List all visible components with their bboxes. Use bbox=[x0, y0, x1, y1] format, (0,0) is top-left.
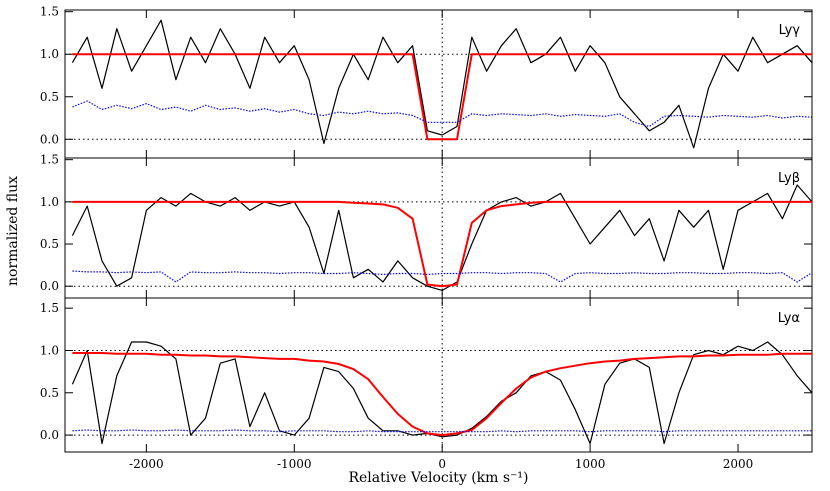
x-tick-label: 0 bbox=[438, 457, 446, 471]
y-tick-label: 1.0 bbox=[40, 47, 59, 61]
panel-frame bbox=[64, 9, 813, 159]
spectrum-line bbox=[72, 53, 812, 141]
spectrum-line bbox=[71, 341, 813, 445]
x-tick-label: -2000 bbox=[129, 457, 164, 471]
spectrum-line bbox=[72, 200, 812, 288]
line-label: Lyα bbox=[778, 311, 800, 326]
x-tick-label: 1000 bbox=[575, 457, 606, 471]
panel-frame bbox=[64, 297, 813, 453]
y-tick-label: 0.5 bbox=[40, 237, 59, 251]
x-tick-label: -1000 bbox=[277, 457, 312, 471]
spectrum-line bbox=[71, 184, 813, 291]
panel-frame bbox=[64, 157, 813, 299]
y-tick-label: 1.0 bbox=[40, 195, 59, 209]
line-label: Lyγ bbox=[779, 23, 801, 38]
y-tick-label: 1.0 bbox=[40, 343, 59, 357]
x-axis-label: Relative Velocity (km s⁻¹) bbox=[348, 470, 528, 486]
y-tick-label: 1.5 bbox=[40, 153, 59, 167]
y-tick-label: 0.5 bbox=[40, 386, 59, 400]
y-tick-label: 1.5 bbox=[40, 301, 59, 315]
y-tick-label: 0.0 bbox=[40, 279, 59, 293]
y-axis-label: normalized flux bbox=[5, 176, 21, 286]
y-tick-label: 1.5 bbox=[40, 5, 59, 19]
spectrum-line bbox=[72, 352, 812, 437]
spectrum-line bbox=[71, 19, 813, 149]
y-tick-label: 0.0 bbox=[40, 428, 59, 442]
y-tick-label: 0.5 bbox=[40, 90, 59, 104]
spectrum-line bbox=[72, 270, 813, 283]
line-label: Lyβ bbox=[778, 171, 800, 186]
y-tick-label: 0.0 bbox=[40, 132, 59, 146]
spectrum-line bbox=[72, 429, 812, 433]
x-tick-label: 2000 bbox=[723, 457, 754, 471]
spectrum-line bbox=[72, 100, 813, 128]
